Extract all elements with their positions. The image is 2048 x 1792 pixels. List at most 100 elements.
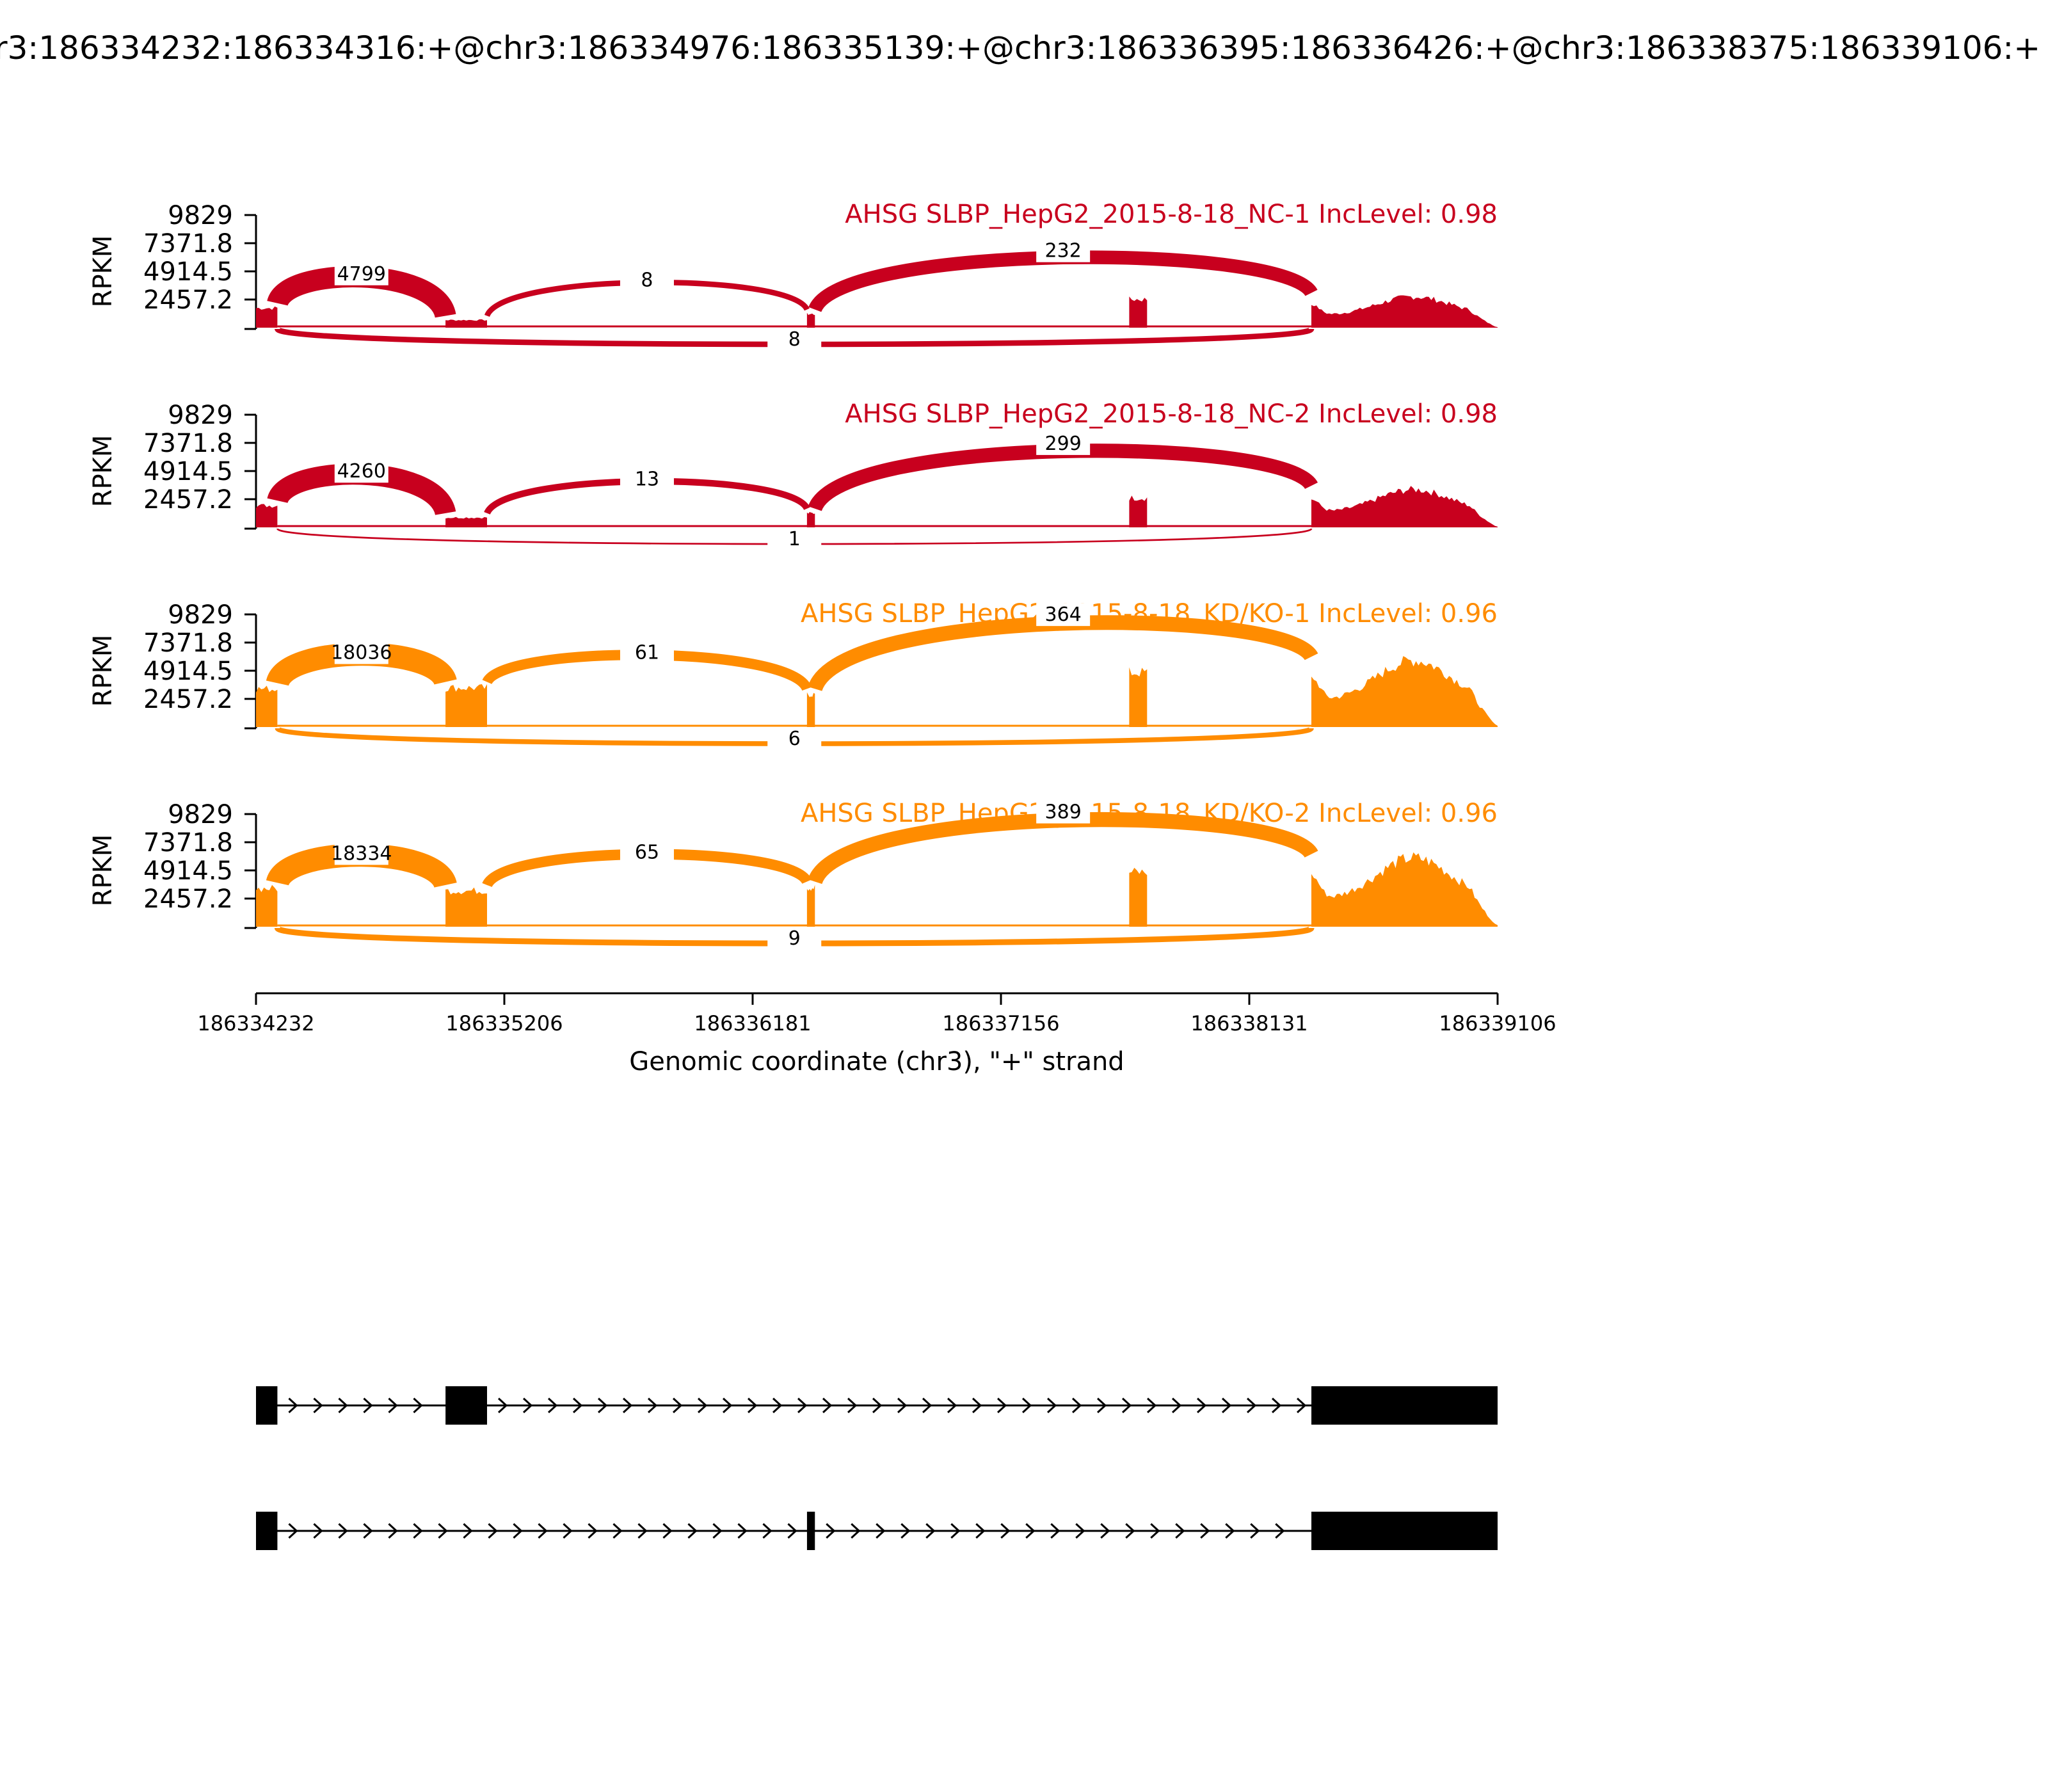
junction-label-bg	[1036, 431, 1091, 455]
junction-label-bg	[620, 641, 674, 664]
strand-chevron-icon	[538, 1523, 548, 1539]
strand-chevron-icon	[1025, 1523, 1036, 1539]
strand-chevron-icon	[488, 1523, 498, 1539]
strand-chevron-icon	[851, 1523, 861, 1539]
strand-chevron-icon	[1125, 1523, 1135, 1539]
y-tick-label: 9829	[168, 401, 233, 430]
exon-coverage	[256, 884, 278, 927]
strand-chevron-icon	[662, 1523, 673, 1539]
strand-chevron-icon	[1100, 1523, 1110, 1539]
strand-chevron-icon	[623, 1397, 633, 1414]
strand-chevron-icon	[1121, 1397, 1132, 1414]
exon-coverage	[256, 685, 278, 727]
strand-chevron-icon	[1000, 1523, 1011, 1539]
y-tick-label: 4914.5	[143, 657, 233, 686]
strand-chevron-icon	[1196, 1397, 1207, 1414]
y-tick-label: 7371.8	[143, 429, 233, 458]
junction-label-bg	[767, 328, 822, 351]
y-tick-label: 2457.2	[143, 685, 233, 714]
y-axis-label: RPKM	[88, 435, 118, 508]
strand-chevron-icon	[598, 1397, 608, 1414]
strand-chevron-icon	[1246, 1397, 1257, 1414]
strand-chevron-icon	[1296, 1397, 1307, 1414]
strand-chevron-icon	[922, 1397, 932, 1414]
strand-chevron-icon	[697, 1397, 708, 1414]
figure-title: chr3:186334232:186334316:+@chr3:18633497…	[0, 29, 2040, 67]
strand-chevron-icon	[1071, 1397, 1082, 1414]
junction-count: 65	[635, 842, 659, 864]
x-tick-label: 186336181	[694, 1011, 811, 1036]
junction-label: 8	[620, 268, 674, 292]
junction-arc	[808, 444, 1318, 512]
track-name: AHSG SLBP_HepG2_2015-8-18_NC-1 IncLevel:…	[845, 200, 1498, 229]
junction-label-bg	[1036, 239, 1091, 262]
strand-chevron-icon	[1250, 1523, 1260, 1539]
y-tick-label: 9829	[168, 800, 233, 829]
exon-coverage	[806, 884, 815, 927]
junction-count: 4799	[337, 263, 386, 285]
exon-block	[256, 1512, 278, 1550]
track-name: AHSG SLBP_HepG2_2015-8-18_NC-2 IncLevel:…	[845, 399, 1498, 429]
y-tick-label: 7371.8	[143, 828, 233, 858]
x-tick-label: 186339106	[1439, 1011, 1556, 1036]
exon-block	[806, 1512, 815, 1550]
strand-chevron-icon	[996, 1397, 1007, 1414]
junction-label-bg	[767, 927, 822, 950]
junction-count: 389	[1045, 801, 1082, 824]
y-tick-label: 9829	[168, 201, 233, 230]
strand-chevron-icon	[1146, 1397, 1157, 1414]
figure-title-layer: chr3:186334232:186334316:+@chr3:18633497…	[0, 29, 2040, 67]
isoform-2	[256, 1512, 1498, 1550]
exon-coverage	[1129, 495, 1148, 527]
junction-label: 232	[1036, 239, 1091, 262]
strand-chevron-icon	[972, 1397, 982, 1414]
junction-count: 8	[788, 328, 801, 351]
strand-chevron-icon	[947, 1397, 957, 1414]
junction-label: 4799	[334, 262, 388, 285]
strand-chevron-icon	[1225, 1523, 1235, 1539]
junction-label-bg	[620, 840, 674, 864]
strand-chevron-icon	[573, 1397, 583, 1414]
junction-label-bg	[334, 641, 388, 664]
strand-chevron-icon	[313, 1523, 323, 1539]
junction-label-bg	[620, 467, 674, 491]
exon-coverage	[1311, 295, 1498, 328]
junction-count: 232	[1045, 240, 1082, 262]
y-tick-label: 7371.8	[143, 628, 233, 658]
strand-chevron-icon	[1271, 1397, 1282, 1414]
y-axis-label: RPKM	[88, 635, 118, 707]
strand-chevron-icon	[722, 1397, 733, 1414]
strand-chevron-icon	[897, 1397, 908, 1414]
strand-chevron-icon	[438, 1523, 448, 1539]
strand-chevron-icon	[513, 1523, 523, 1539]
exon-coverage	[445, 887, 487, 927]
exon-block	[445, 1386, 488, 1425]
junction-count: 299	[1045, 433, 1082, 455]
junction-count: 6	[788, 728, 801, 750]
strand-chevron-icon	[787, 1523, 797, 1539]
exon-coverage	[256, 306, 278, 328]
strand-chevron-icon	[900, 1523, 911, 1539]
strand-chevron-icon	[1221, 1397, 1232, 1414]
strand-chevron-icon	[523, 1397, 533, 1414]
x-tick-label: 186338131	[1190, 1011, 1308, 1036]
exon-coverage	[445, 319, 487, 328]
exon-coverage	[1129, 867, 1148, 927]
strand-chevron-icon	[876, 1523, 886, 1539]
strand-chevron-icon	[672, 1397, 683, 1414]
strand-chevron-icon	[772, 1397, 783, 1414]
strand-chevron-icon	[313, 1397, 323, 1414]
exon-coverage	[445, 684, 487, 727]
y-tick-label: 4914.5	[143, 856, 233, 886]
junction-count: 4260	[337, 460, 386, 483]
strand-chevron-icon	[612, 1523, 623, 1539]
strand-chevron-icon	[647, 1397, 658, 1414]
junction-label: 6	[767, 727, 822, 750]
strand-chevron-icon	[737, 1523, 748, 1539]
junction-label: 4260	[334, 460, 388, 483]
strand-chevron-icon	[288, 1523, 298, 1539]
